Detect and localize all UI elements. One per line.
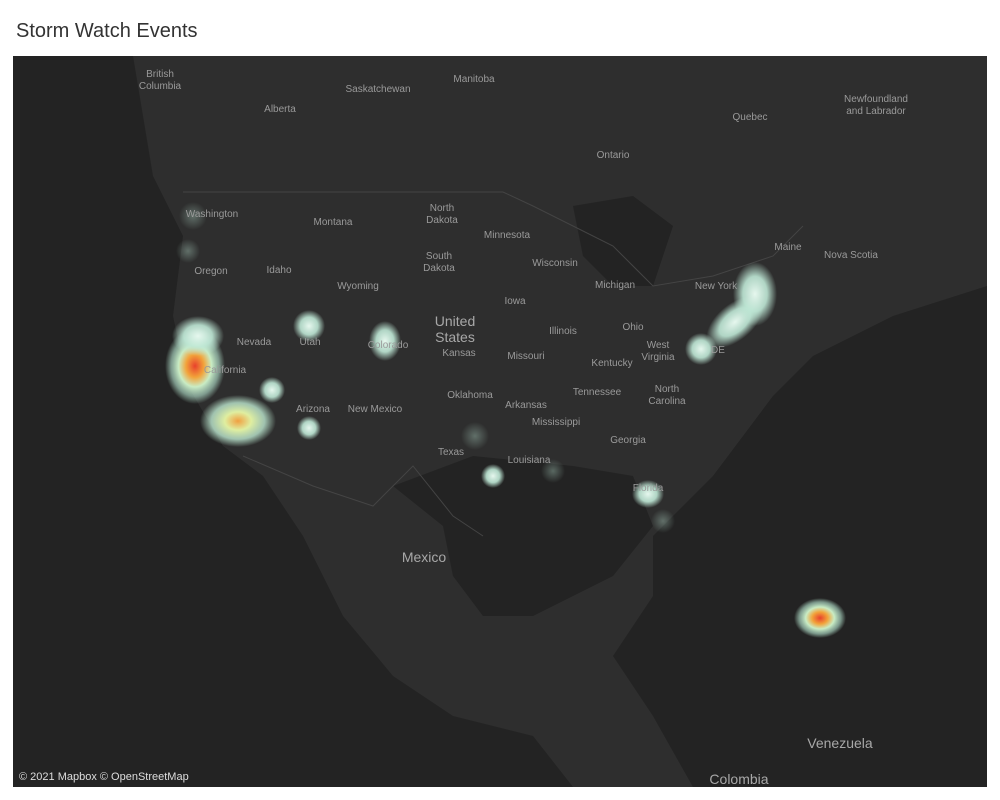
ocean	[13, 56, 987, 787]
place-label: Oregon	[194, 266, 228, 277]
place-label: Minnesota	[483, 230, 531, 241]
place-label: North Carolina	[648, 384, 686, 407]
place-label: DE	[711, 345, 725, 356]
place-label: California	[203, 365, 247, 376]
title: Storm Watch Events	[16, 20, 198, 42]
place-label: Texas	[437, 447, 465, 458]
place-label: Arkansas	[505, 400, 547, 411]
map-base	[13, 56, 987, 787]
place-label: Tennessee	[572, 387, 622, 398]
place-label: West Virginia	[641, 340, 675, 363]
place-label: Nova Scotia	[824, 250, 878, 261]
place-label: Wisconsin	[532, 258, 578, 269]
place-label: Ohio	[622, 322, 644, 333]
place-label: Idaho	[266, 265, 292, 276]
place-label: Montana	[313, 217, 353, 228]
place-label: Missouri	[507, 351, 545, 362]
place-label: Alberta	[264, 104, 296, 115]
attribution: © 2021 Mapbox © OpenStreetMap	[19, 771, 189, 783]
place-label: Quebec	[732, 112, 768, 123]
place-label: Venezuela	[807, 735, 873, 751]
place-label: Colorado	[367, 340, 409, 351]
place-label: Kansas	[442, 348, 476, 359]
place-label: New Mexico	[347, 404, 403, 415]
place-label: Newfoundland and Labrador	[844, 94, 908, 117]
place-label: Georgia	[610, 435, 646, 446]
place-label: Arizona	[296, 404, 330, 415]
place-label: South Dakota	[423, 251, 455, 274]
place-label: Oklahoma	[447, 390, 493, 401]
place-label: Maine	[774, 242, 802, 253]
place-label: United States	[434, 313, 476, 345]
place-label: North Dakota	[426, 203, 458, 226]
place-label: Mexico	[401, 549, 447, 565]
place-label: British Columbia	[138, 69, 182, 92]
place-label: Illinois	[549, 326, 577, 337]
place-label: Louisiana	[507, 455, 551, 466]
place-label: Mississippi	[531, 417, 581, 428]
place-label: Ontario	[596, 150, 630, 161]
place-label: Utah	[299, 337, 321, 348]
map[interactable]: British Columbia Alberta Saskatchewan Manit…	[13, 56, 987, 787]
place-label: Kentucky	[591, 358, 633, 369]
place-label: New York	[694, 281, 738, 292]
place-label: Nevada	[236, 337, 272, 348]
place-label: Manitoba	[453, 74, 495, 85]
place-label: Michigan	[594, 280, 636, 291]
heat	[165, 202, 846, 638]
place-label: Florida	[632, 483, 664, 494]
place-label: Iowa	[504, 296, 526, 307]
place-label: Saskatchewan	[345, 84, 411, 95]
place-label: Washington	[185, 209, 239, 220]
place-label: Wyoming	[337, 281, 379, 292]
place-label: Colombia	[709, 771, 769, 787]
